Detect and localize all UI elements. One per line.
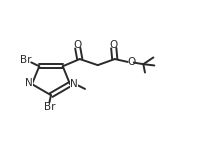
- Text: O: O: [110, 40, 118, 50]
- Text: O: O: [127, 57, 135, 67]
- Text: O: O: [74, 40, 82, 50]
- Text: N: N: [70, 79, 78, 89]
- Text: Br: Br: [20, 55, 32, 64]
- Text: Br: Br: [44, 102, 55, 112]
- Text: N: N: [25, 78, 32, 88]
